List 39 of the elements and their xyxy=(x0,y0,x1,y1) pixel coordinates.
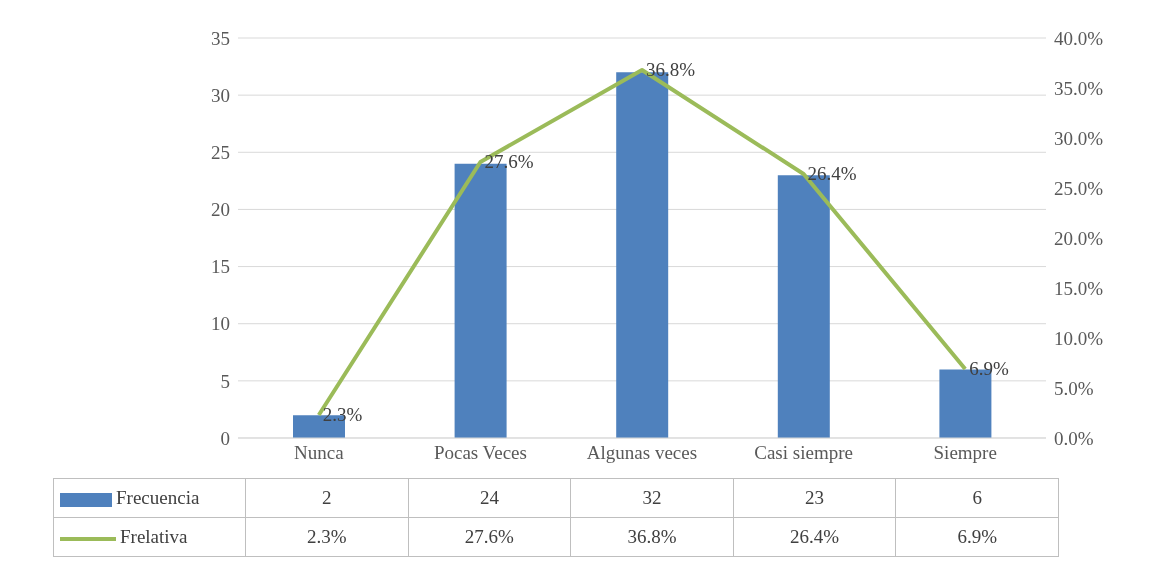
legend-label: Frecuencia xyxy=(53,478,246,518)
x-tick-label: Siempre xyxy=(933,442,997,464)
y2-tick-label: 35.0% xyxy=(1054,77,1104,99)
y-tick-label: 15 xyxy=(211,256,230,278)
y2-tick-label: 10.0% xyxy=(1054,327,1104,349)
x-tick-label: Pocas Veces xyxy=(433,442,527,464)
y2-tick-label: 40.0% xyxy=(1054,27,1104,49)
y2-tick-label: 20.0% xyxy=(1054,227,1104,249)
y-tick-label: 5 xyxy=(220,370,230,392)
y2-tick-label: 15.0% xyxy=(1054,277,1104,299)
y-tick-label: 0 xyxy=(220,427,230,449)
y-tick-label: 25 xyxy=(211,142,230,164)
y2-tick-label: 0.0% xyxy=(1054,427,1094,449)
y2-tick-label: 5.0% xyxy=(1054,377,1094,399)
y-tick-label: 20 xyxy=(211,199,230,221)
data-label: 26.4% xyxy=(733,517,896,557)
data-label: 36.8% xyxy=(570,517,734,557)
x-tick-label: Algunas veces xyxy=(586,442,698,464)
data-label: 23 xyxy=(733,478,896,518)
y-tick-label: 10 xyxy=(211,313,230,335)
data-label: 2 xyxy=(245,478,409,518)
legend-label: Frelativa xyxy=(53,517,246,557)
data-label: 32 xyxy=(570,478,734,518)
text: 6.9% xyxy=(969,358,1009,379)
text: 36.8% xyxy=(646,59,696,80)
text: 27.6% xyxy=(484,151,534,172)
text: 2.3% xyxy=(322,404,363,425)
y-tick-label: 30 xyxy=(211,84,230,106)
data-label: 2.3% xyxy=(245,517,409,557)
x-tick-label: Casi siempre xyxy=(754,442,853,464)
x-tick-label: Nunca xyxy=(294,442,345,464)
data-label: 6.9% xyxy=(895,517,1059,557)
y2-tick-label: 25.0% xyxy=(1054,177,1104,199)
y-tick-label: 35 xyxy=(211,27,230,49)
data-label: 24 xyxy=(408,478,571,518)
data-label: 6 xyxy=(895,478,1059,518)
y2-tick-label: 30.0% xyxy=(1054,127,1104,149)
data-label: 27.6% xyxy=(408,517,571,557)
text: 26.4% xyxy=(807,163,857,184)
